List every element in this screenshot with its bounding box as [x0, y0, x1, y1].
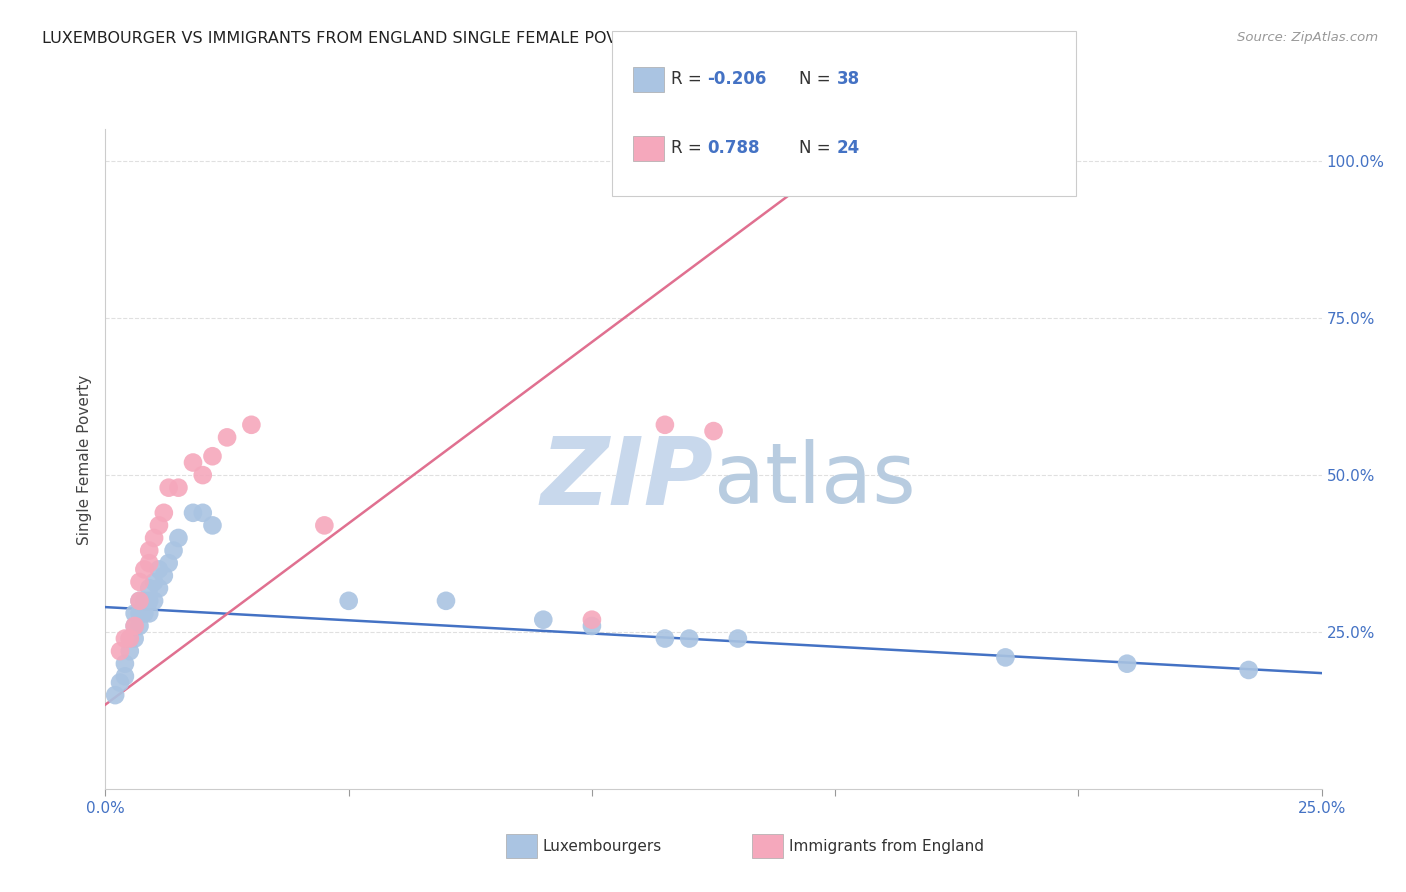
Point — [124, 619, 146, 633]
Point — [138, 607, 160, 621]
Point — [191, 468, 214, 483]
Point — [148, 562, 170, 576]
Text: LUXEMBOURGER VS IMMIGRANTS FROM ENGLAND SINGLE FEMALE POVERTY CORRELATION CHART: LUXEMBOURGER VS IMMIGRANTS FROM ENGLAND … — [42, 31, 835, 46]
Point — [118, 644, 141, 658]
Point — [167, 481, 190, 495]
Point — [201, 518, 224, 533]
Point — [167, 531, 190, 545]
Point — [531, 613, 554, 627]
Point — [143, 574, 166, 589]
Point — [994, 650, 1017, 665]
Point — [108, 644, 131, 658]
Point — [181, 506, 204, 520]
Point — [128, 594, 150, 608]
Text: 38: 38 — [837, 70, 859, 88]
Point — [201, 449, 224, 463]
Point — [581, 613, 603, 627]
Text: R =: R = — [671, 70, 707, 88]
Point — [654, 417, 676, 432]
Point — [114, 632, 136, 646]
Point — [134, 594, 156, 608]
Point — [153, 506, 176, 520]
Text: R =: R = — [671, 139, 707, 157]
Point — [1237, 663, 1260, 677]
Point — [337, 594, 360, 608]
Y-axis label: Single Female Poverty: Single Female Poverty — [77, 375, 93, 544]
Text: Luxembourgers: Luxembourgers — [543, 839, 662, 854]
Point — [654, 632, 676, 646]
Point — [124, 632, 146, 646]
Point — [157, 481, 180, 495]
Point — [138, 594, 160, 608]
Point — [702, 424, 725, 438]
Point — [128, 619, 150, 633]
Point — [134, 607, 156, 621]
Point — [181, 456, 204, 470]
Text: -0.206: -0.206 — [707, 70, 766, 88]
Point — [240, 417, 263, 432]
Point — [138, 556, 160, 570]
Point — [314, 518, 336, 533]
Point — [138, 581, 160, 595]
Point — [148, 518, 170, 533]
Point — [727, 632, 749, 646]
Point — [128, 607, 150, 621]
Point — [134, 562, 156, 576]
Point — [162, 543, 184, 558]
Point — [128, 594, 150, 608]
Text: 24: 24 — [837, 139, 860, 157]
Point — [118, 632, 141, 646]
Text: ZIP: ZIP — [541, 434, 713, 525]
Point — [157, 556, 180, 570]
Point — [678, 632, 700, 646]
Point — [1116, 657, 1139, 671]
Point — [148, 581, 170, 595]
Text: Immigrants from England: Immigrants from England — [789, 839, 984, 854]
Point — [124, 607, 146, 621]
Text: N =: N = — [799, 70, 835, 88]
Point — [118, 632, 141, 646]
Point — [128, 574, 150, 589]
Text: Source: ZipAtlas.com: Source: ZipAtlas.com — [1237, 31, 1378, 45]
Point — [581, 619, 603, 633]
Point — [143, 594, 166, 608]
Point — [114, 669, 136, 683]
Text: 0.788: 0.788 — [707, 139, 759, 157]
Text: atlas: atlas — [713, 439, 915, 520]
Point — [217, 430, 239, 444]
Point — [108, 675, 131, 690]
Point — [143, 531, 166, 545]
Point — [124, 619, 146, 633]
Point — [114, 657, 136, 671]
Point — [153, 568, 176, 582]
Point — [104, 688, 127, 702]
Point — [191, 506, 214, 520]
Point — [994, 172, 1017, 186]
Point — [434, 594, 457, 608]
Point — [138, 543, 160, 558]
Text: N =: N = — [799, 139, 835, 157]
